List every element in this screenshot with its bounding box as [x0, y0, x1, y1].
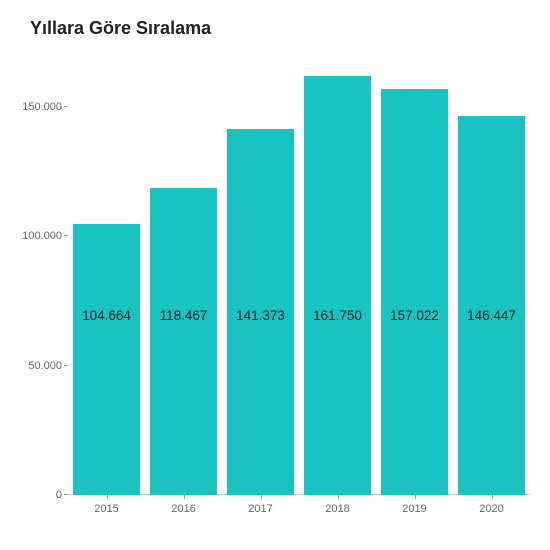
x-tick-label: 2017	[248, 503, 272, 515]
bar-chart: 050.000100.000150.000104.6642015118.4672…	[68, 55, 530, 495]
x-tick-label: 2016	[171, 503, 195, 515]
bar	[304, 76, 370, 495]
bar	[458, 116, 524, 495]
bar-value-label: 104.664	[82, 308, 131, 323]
x-tick-mark	[492, 495, 493, 499]
x-tick-mark	[415, 495, 416, 499]
chart-title: Yıllara Göre Sıralama	[30, 18, 211, 39]
bar	[150, 188, 216, 495]
x-tick-label: 2018	[325, 503, 349, 515]
y-tick-label: 50.000	[28, 360, 62, 372]
x-tick-label: 2020	[479, 503, 503, 515]
x-tick-label: 2015	[94, 503, 118, 515]
y-tick-mark	[64, 235, 68, 236]
bar-value-label: 146.447	[467, 308, 516, 323]
plot-area: 050.000100.000150.000104.6642015118.4672…	[68, 55, 530, 495]
y-tick-label: 100.000	[22, 230, 62, 242]
x-tick-mark	[107, 495, 108, 499]
x-tick-mark	[261, 495, 262, 499]
y-tick-mark	[64, 365, 68, 366]
x-tick-mark	[184, 495, 185, 499]
y-tick-label: 0	[56, 489, 62, 501]
y-tick-label: 150.000	[22, 101, 62, 113]
x-tick-label: 2019	[402, 503, 426, 515]
bar	[381, 89, 447, 495]
bar-value-label: 118.467	[160, 308, 208, 323]
bar	[73, 224, 139, 495]
bar-value-label: 161.750	[313, 308, 362, 323]
bar-value-label: 141.373	[236, 308, 285, 323]
x-tick-mark	[338, 495, 339, 499]
y-tick-mark	[64, 494, 68, 495]
y-tick-mark	[64, 106, 68, 107]
bar-value-label: 157.022	[390, 308, 439, 323]
